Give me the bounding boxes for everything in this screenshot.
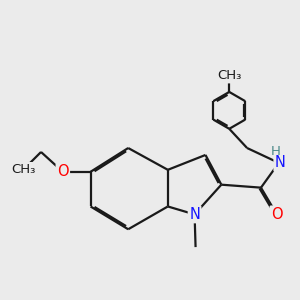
Text: O: O (57, 164, 69, 179)
Text: CH₃: CH₃ (217, 69, 242, 82)
Text: H: H (270, 145, 280, 158)
Text: CH₃: CH₃ (11, 163, 35, 176)
Text: O: O (271, 207, 283, 222)
Text: N: N (189, 207, 200, 222)
Text: N: N (275, 155, 286, 170)
